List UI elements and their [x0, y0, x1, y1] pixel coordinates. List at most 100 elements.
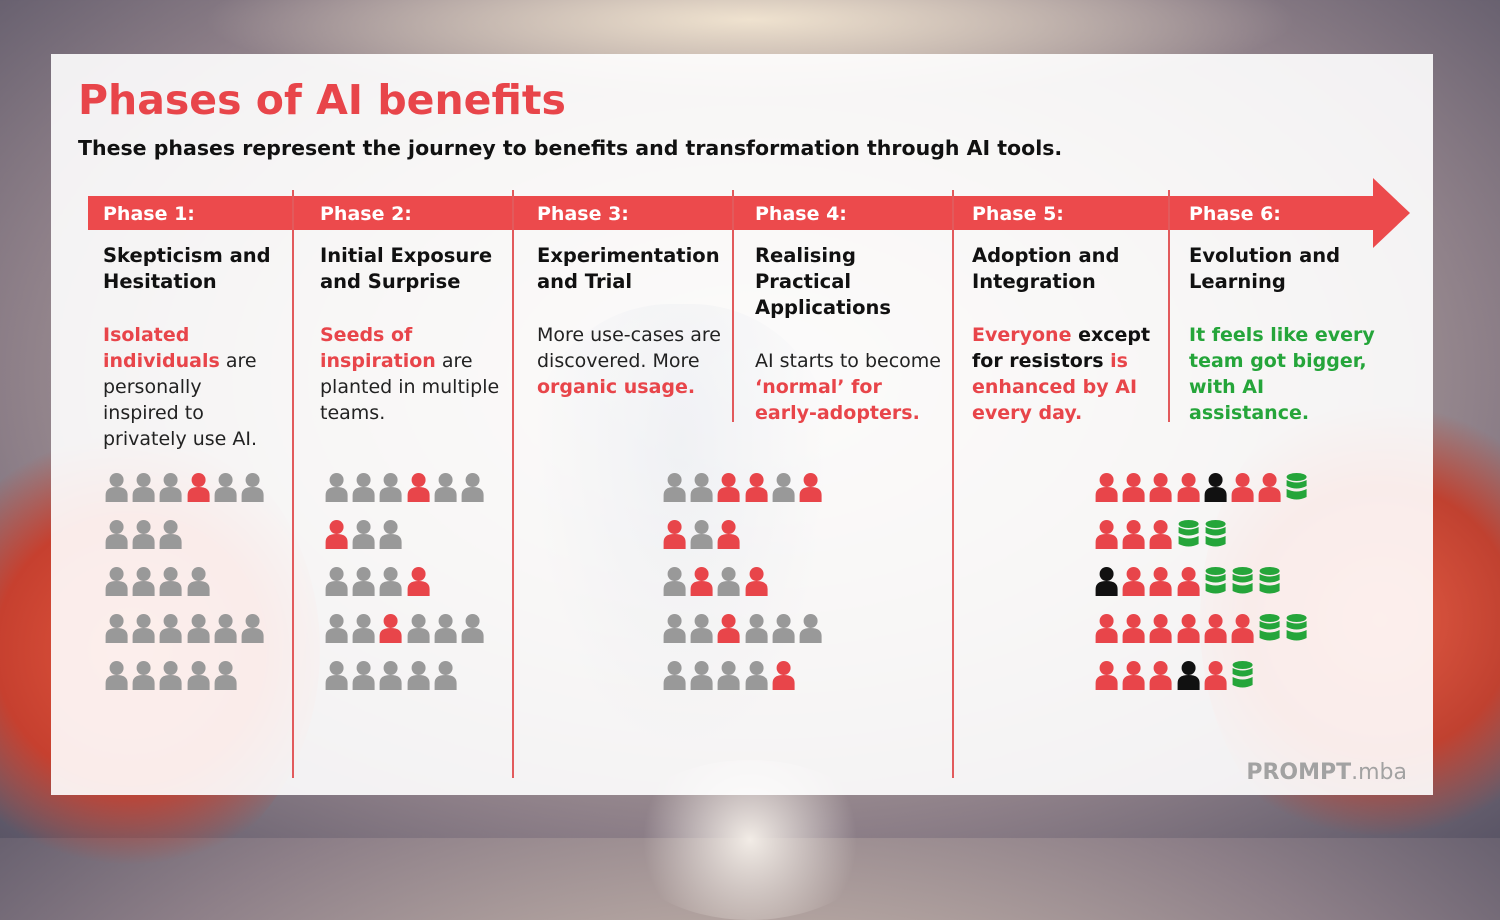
people-row	[661, 660, 824, 690]
gray-person-icon	[214, 473, 237, 502]
gray-person-icon	[407, 661, 430, 690]
green-database-icon	[1205, 520, 1226, 547]
people-row	[661, 472, 824, 502]
black-person-icon	[1204, 473, 1227, 502]
red-person-icon	[663, 520, 686, 549]
phase-name: Evolution and Learning	[1189, 244, 1341, 293]
red-person-icon	[1231, 614, 1254, 643]
phase-name: Realising Practical Applications	[755, 244, 891, 319]
gray-person-icon	[379, 567, 402, 596]
phase-6: Phase 6: Evolution and Learning It feels…	[1189, 196, 1399, 426]
red-person-icon	[1177, 473, 1200, 502]
red-person-icon	[772, 661, 795, 690]
phase-label: Phase 4:	[755, 203, 847, 225]
gray-person-icon	[132, 473, 155, 502]
gray-person-icon	[772, 614, 795, 643]
gray-person-icon	[690, 661, 713, 690]
red-person-icon	[1231, 473, 1254, 502]
phase-divider	[1168, 190, 1170, 422]
gray-person-icon	[745, 614, 768, 643]
people-row	[661, 613, 824, 643]
gray-person-icon	[132, 520, 155, 549]
red-person-icon	[1122, 520, 1145, 549]
gray-person-icon	[461, 473, 484, 502]
phase-divider	[732, 190, 734, 422]
red-person-icon	[1095, 661, 1118, 690]
gray-person-icon	[132, 567, 155, 596]
gray-person-icon	[214, 661, 237, 690]
gray-person-icon	[434, 614, 457, 643]
gray-person-icon	[132, 661, 155, 690]
people-row	[103, 660, 266, 690]
gray-person-icon	[745, 661, 768, 690]
gray-person-icon	[241, 614, 264, 643]
red-person-icon	[1122, 614, 1145, 643]
red-person-icon	[1122, 473, 1145, 502]
gray-person-icon	[690, 473, 713, 502]
phase-4: Phase 4: Realising Practical Application…	[755, 196, 965, 426]
red-person-icon	[187, 473, 210, 502]
red-person-icon	[690, 567, 713, 596]
people-row	[1093, 660, 1311, 690]
gray-person-icon	[105, 614, 128, 643]
phase-description: Isolated individuals are personally insp…	[103, 322, 283, 452]
timeline-arrow-head	[1373, 178, 1410, 248]
black-person-icon	[1177, 661, 1200, 690]
description-run: More use-cases are discovered. More	[537, 324, 721, 372]
phase-divider	[952, 190, 954, 778]
people-row	[323, 566, 486, 596]
green-database-icon	[1286, 473, 1307, 500]
page-subtitle: These phases represent the journey to be…	[78, 136, 1063, 160]
phase-name: Initial Exposure and Surprise	[320, 244, 493, 293]
phase-name: Skepticism and Hesitation	[103, 244, 271, 293]
content-panel: Phases of AI benefits These phases repre…	[51, 54, 1433, 795]
gray-person-icon	[159, 473, 182, 502]
gray-person-icon	[461, 614, 484, 643]
gray-person-icon	[159, 520, 182, 549]
gray-person-icon	[434, 661, 457, 690]
phase-5: Phase 5: Adoption and Integration Everyo…	[972, 196, 1182, 426]
red-person-icon	[1149, 567, 1172, 596]
people-row	[103, 613, 266, 643]
gray-person-icon	[325, 614, 348, 643]
red-person-icon	[325, 520, 348, 549]
brand-logo: PROMPT.mba	[1246, 760, 1407, 785]
gray-person-icon	[352, 567, 375, 596]
phase-description: It feels like every team got bigger, wit…	[1189, 322, 1384, 426]
people-group-phase-1	[103, 472, 266, 707]
gray-person-icon	[214, 614, 237, 643]
red-person-icon	[379, 614, 402, 643]
people-row	[103, 472, 266, 502]
red-person-icon	[1095, 473, 1118, 502]
phase-description: Everyone except for resistors is enhance…	[972, 322, 1157, 426]
red-person-icon	[1122, 661, 1145, 690]
gray-person-icon	[325, 661, 348, 690]
phase-2: Phase 2: Initial Exposure and Surprise S…	[320, 196, 530, 426]
gray-person-icon	[159, 614, 182, 643]
description-run: except for resistors	[972, 324, 1151, 372]
people-row	[103, 566, 266, 596]
red-person-icon	[1122, 567, 1145, 596]
green-database-icon	[1232, 567, 1253, 594]
red-person-icon	[745, 473, 768, 502]
gray-person-icon	[379, 661, 402, 690]
green-database-icon	[1232, 661, 1253, 688]
description-run: Everyone	[972, 324, 1072, 346]
red-person-icon	[1149, 614, 1172, 643]
people-row	[323, 472, 486, 502]
red-person-icon	[1149, 520, 1172, 549]
page-title: Phases of AI benefits	[78, 76, 566, 124]
phase-name: Adoption and Integration	[972, 244, 1120, 293]
phase-description: Seeds of inspiration are planted in mult…	[320, 322, 500, 426]
red-person-icon	[717, 520, 740, 549]
phase-name: Experimentation and Trial	[537, 244, 720, 293]
gray-person-icon	[379, 520, 402, 549]
phase-label: Phase 6:	[1189, 203, 1281, 225]
gray-person-icon	[352, 614, 375, 643]
description-run: Seeds of inspiration	[320, 324, 436, 372]
people-group-phase-3	[661, 472, 824, 707]
red-person-icon	[407, 473, 430, 502]
phase-label: Phase 2:	[320, 203, 412, 225]
description-run: AI starts to become	[755, 350, 941, 372]
people-row	[323, 660, 486, 690]
